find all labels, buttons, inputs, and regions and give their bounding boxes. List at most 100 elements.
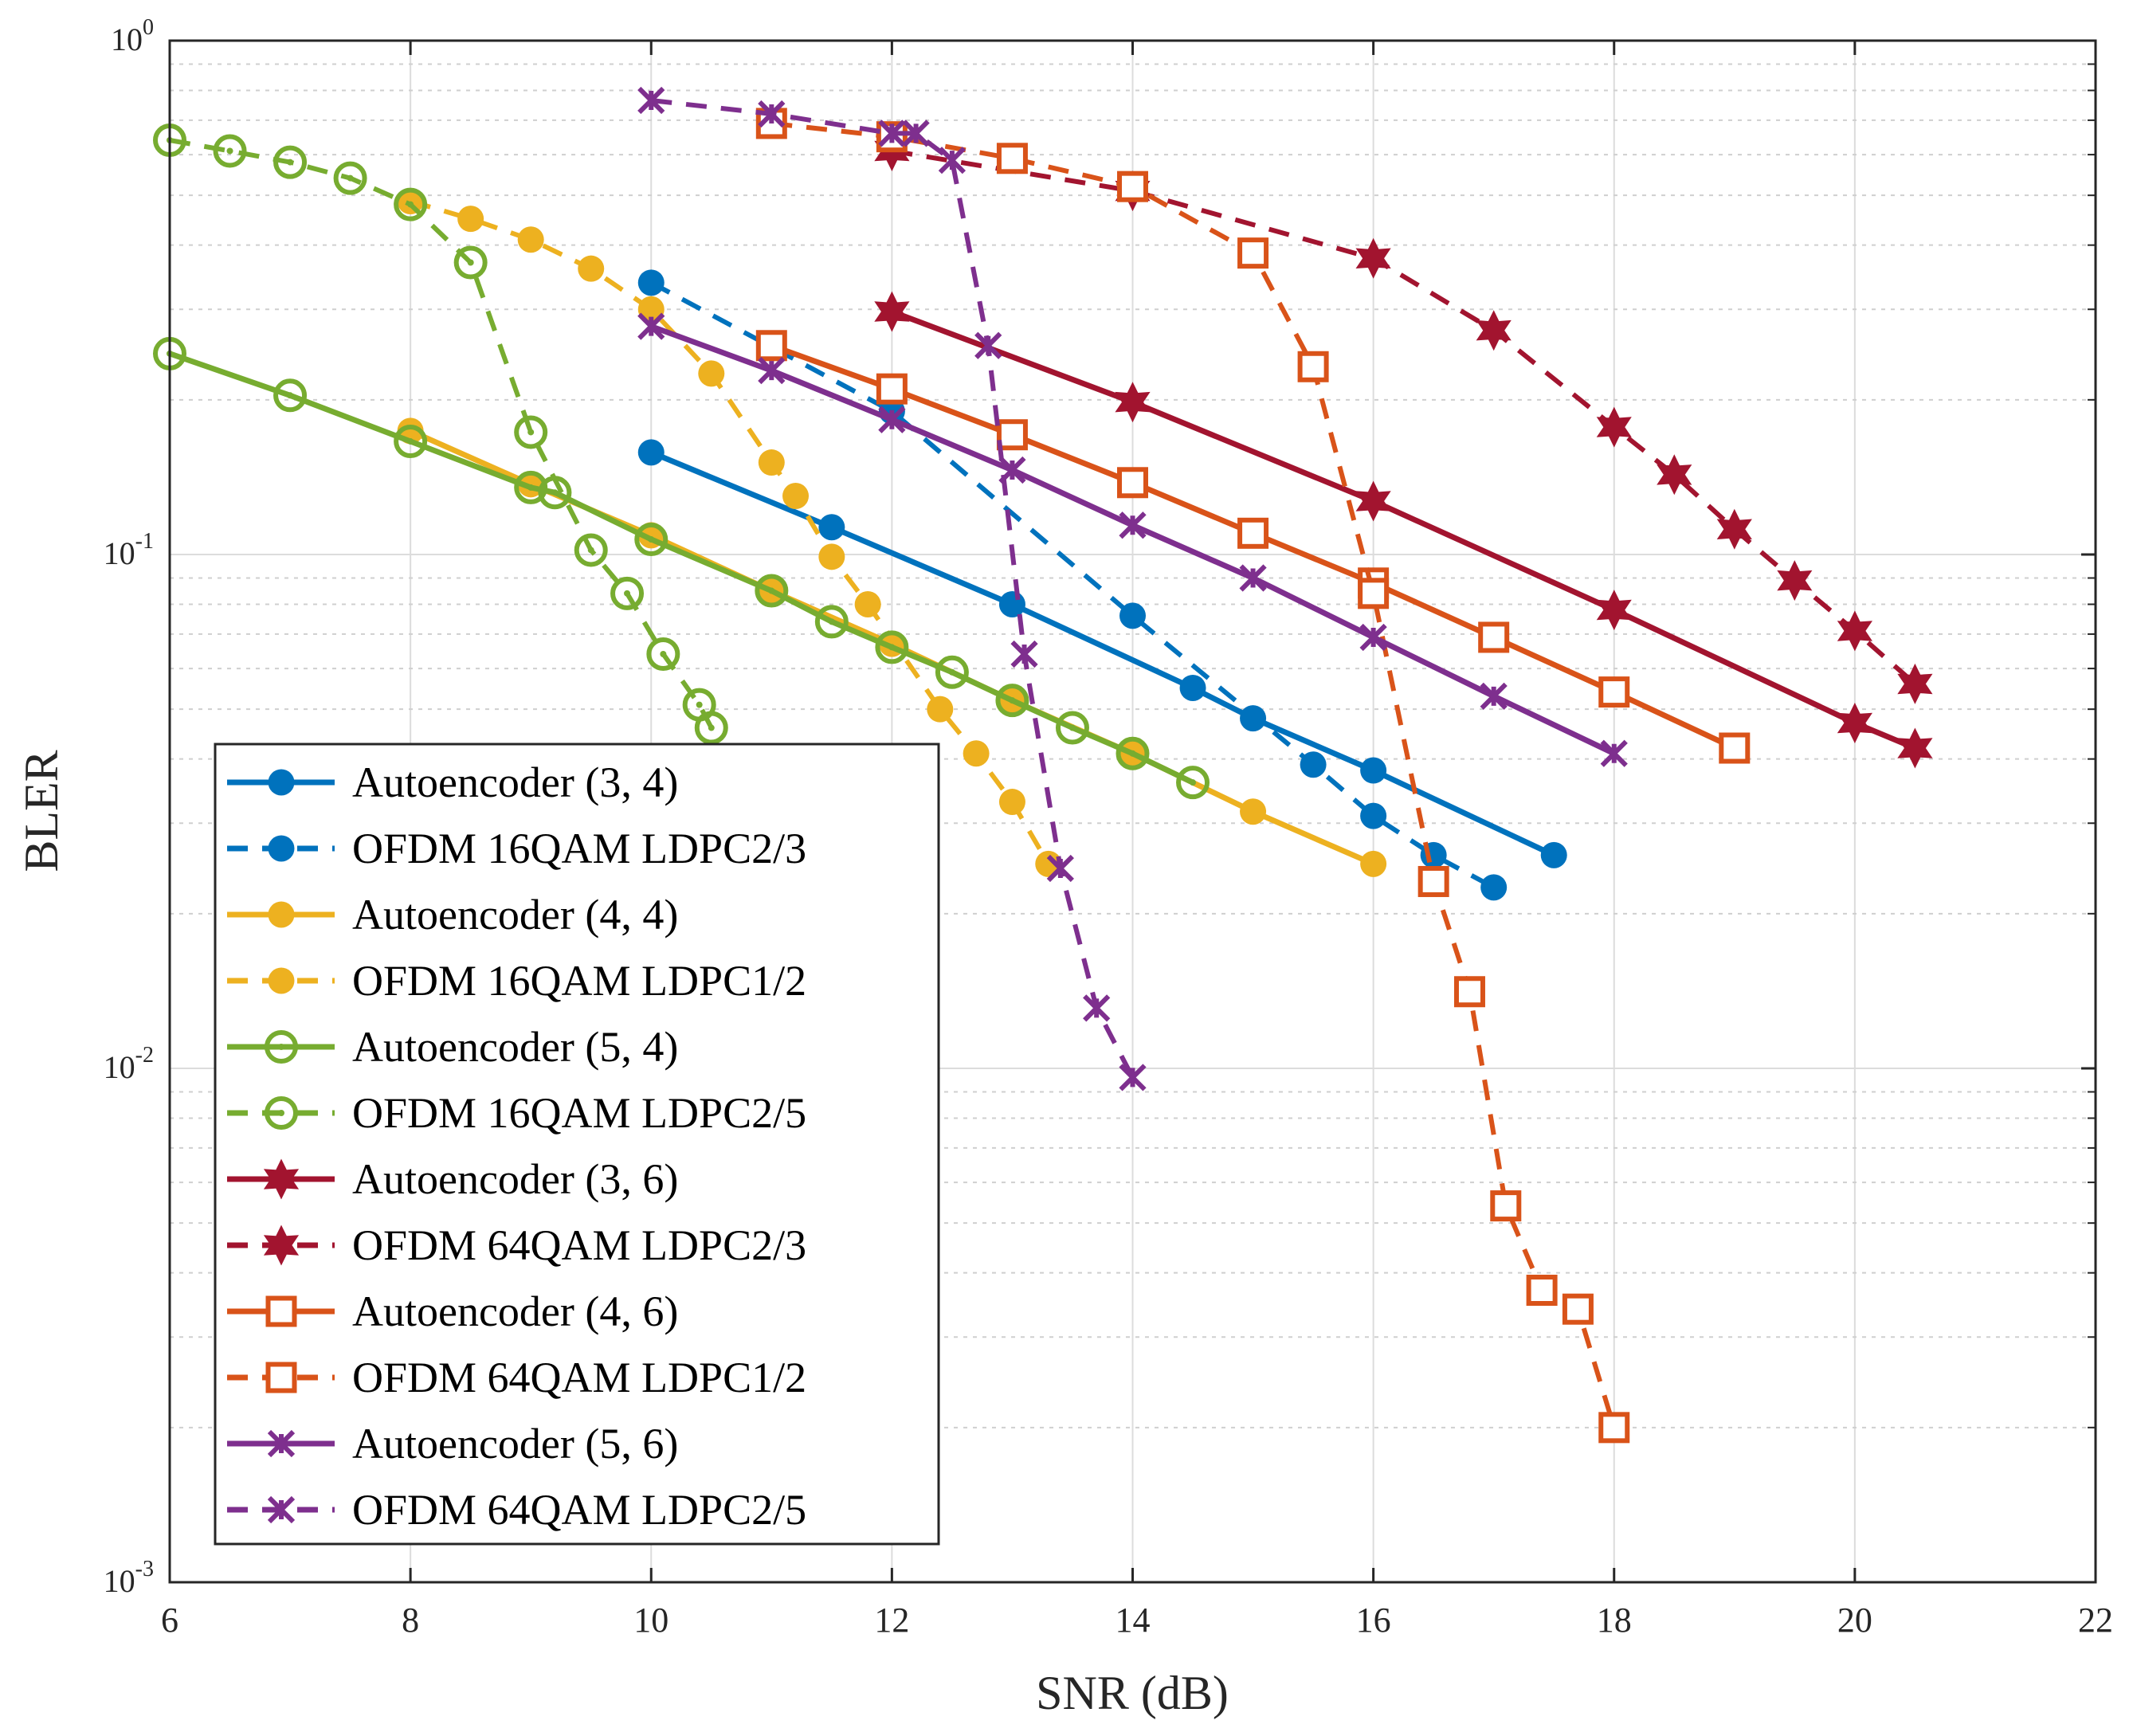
legend-label: Autoencoder (3, 4) <box>352 758 678 806</box>
series-line <box>891 148 1917 686</box>
dot-marker <box>517 226 544 253</box>
circle-marker <box>394 425 428 459</box>
square-marker <box>1562 1293 1594 1325</box>
circle-marker-ring <box>333 161 367 195</box>
legend-label: OFDM 16QAM LDPC1/2 <box>352 957 806 1005</box>
x-marker <box>637 312 665 340</box>
circle-marker <box>935 655 969 689</box>
circle-marker <box>213 134 247 168</box>
y-tick-label: 100 <box>111 15 154 57</box>
dot-marker <box>578 255 605 282</box>
x-tick-label: 12 <box>874 1601 909 1640</box>
circle-marker <box>634 523 669 557</box>
y-tick-exponent: -1 <box>135 529 154 554</box>
dot-marker <box>1300 751 1327 778</box>
legend-label: Autoencoder (4, 6) <box>352 1287 678 1335</box>
circle-marker <box>646 637 680 672</box>
circle-marker <box>273 145 308 179</box>
series-line <box>650 98 1135 1079</box>
square-marker <box>1453 976 1485 1008</box>
series-5 <box>153 123 728 745</box>
legend-entry: OFDM 64QAM LDPC1/2 <box>227 1354 806 1401</box>
circle-marker <box>273 378 308 413</box>
x-marker <box>1359 623 1387 652</box>
y-tick-base: 10 <box>104 1049 135 1085</box>
square-marker <box>1526 1275 1558 1307</box>
dot-marker <box>457 206 484 233</box>
circle-marker-ring <box>394 187 428 221</box>
circle-marker-ring <box>213 134 247 168</box>
legend-label: Autoencoder (4, 4) <box>352 891 678 939</box>
hexagram-marker <box>1476 310 1512 351</box>
series-line <box>168 351 1194 786</box>
hexagram-marker <box>874 291 910 332</box>
legend-label: Autoencoder (5, 4) <box>352 1023 678 1071</box>
square-marker <box>1478 621 1510 653</box>
circle-marker-center <box>287 392 294 399</box>
dot-marker <box>818 543 845 570</box>
legend-label: Autoencoder (5, 6) <box>352 1420 678 1468</box>
square-marker <box>1237 517 1269 549</box>
x-marker <box>1239 564 1267 592</box>
x-tick-label: 22 <box>2078 1601 2113 1640</box>
dot-marker <box>1360 802 1387 829</box>
circle-marker <box>610 576 645 610</box>
circle-marker-ring <box>453 245 488 280</box>
hexagram-marker <box>1837 610 1872 652</box>
x-marker <box>758 100 786 128</box>
hexagram-marker <box>1355 480 1391 522</box>
legend-label: Autoencoder (3, 6) <box>352 1155 678 1203</box>
dot-marker <box>854 591 881 618</box>
x-marker <box>1083 994 1111 1022</box>
dot-marker <box>1480 874 1508 901</box>
square-marker <box>1237 237 1269 269</box>
circle-marker <box>995 684 1029 718</box>
circle-marker-center <box>278 1044 284 1050</box>
circle-marker <box>1116 736 1150 770</box>
legend-entry: Autoencoder (3, 6) <box>227 1155 678 1203</box>
circle-marker-ring <box>995 684 1029 718</box>
legend-entry: OFDM 16QAM LDPC2/5 <box>227 1089 806 1137</box>
dot-marker <box>1119 602 1146 629</box>
x-marker <box>878 120 906 147</box>
square-marker <box>265 1362 297 1393</box>
y-tick-exponent: -2 <box>135 1043 154 1068</box>
dot-marker <box>963 740 990 767</box>
dot-marker <box>268 769 295 796</box>
circle-marker-center <box>1009 697 1016 704</box>
legend-entry: OFDM 16QAM LDPC2/3 <box>227 825 806 872</box>
circle-marker <box>1055 711 1089 745</box>
circle-marker-center <box>407 438 414 445</box>
plot-frame <box>168 39 2097 1584</box>
circle-marker-center <box>708 724 715 731</box>
dot-marker <box>1360 850 1387 877</box>
circle-marker <box>514 470 548 504</box>
x-marker <box>637 86 665 115</box>
square-marker <box>996 419 1028 451</box>
circle-marker-center <box>660 651 667 658</box>
square-marker <box>1117 170 1148 202</box>
legend: Autoencoder (3, 4) OFDM 16QAM LDPC2/3 Auto… <box>214 743 940 1546</box>
circle-marker-center <box>587 547 594 554</box>
dot-marker <box>1035 850 1062 877</box>
circle-marker-center <box>648 536 655 543</box>
dot-marker <box>268 901 295 928</box>
legend-label: OFDM 64QAM LDPC2/5 <box>352 1486 806 1534</box>
dot-marker <box>927 696 954 723</box>
square-marker <box>265 1295 297 1327</box>
dot-marker <box>1179 674 1206 701</box>
circle-marker-center <box>828 618 835 625</box>
series-line <box>169 138 714 729</box>
circle-marker-ring <box>1176 766 1210 800</box>
circle-marker <box>755 574 789 608</box>
dot-marker <box>998 591 1025 618</box>
circle-marker-ring <box>634 523 669 557</box>
circle-marker-ring <box>814 605 849 639</box>
circle-marker-center <box>768 587 775 594</box>
circle-marker-center <box>527 484 535 491</box>
legend-entry: OFDM 16QAM LDPC1/2 <box>227 957 806 1005</box>
dot-marker <box>998 789 1025 816</box>
circle-marker-ring <box>935 655 969 689</box>
legend-label: OFDM 16QAM LDPC2/3 <box>352 825 806 872</box>
